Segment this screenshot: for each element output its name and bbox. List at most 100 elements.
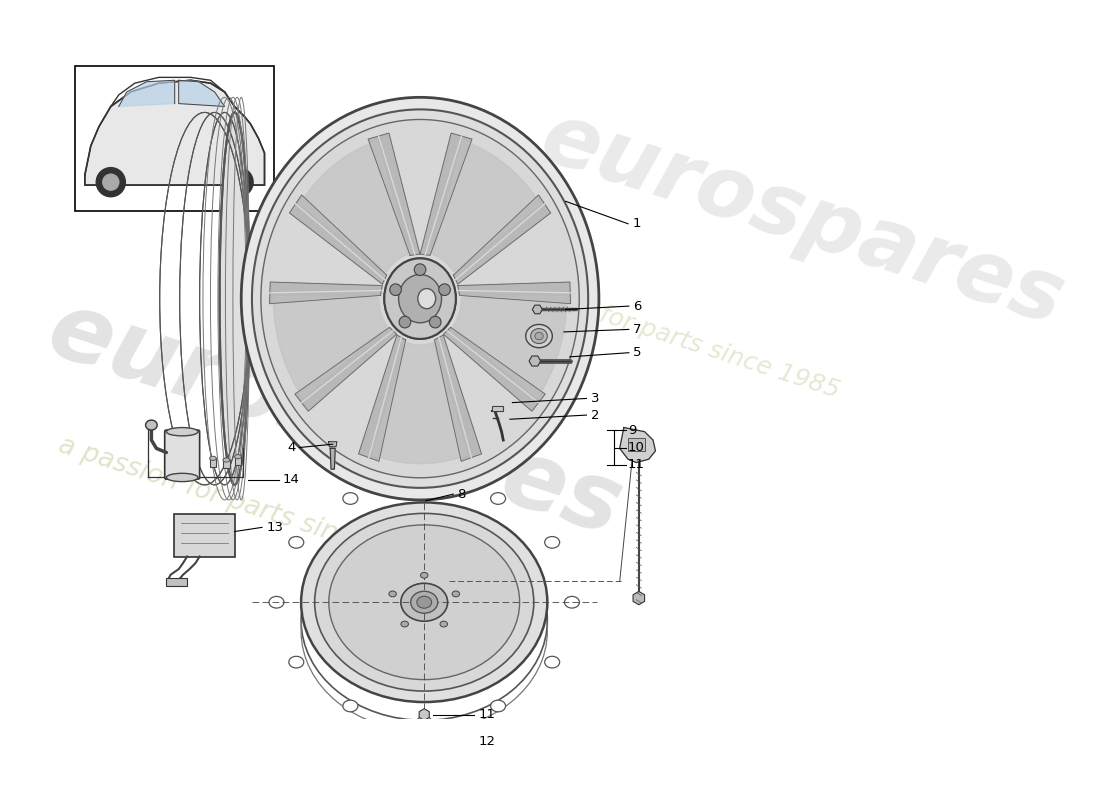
Ellipse shape (491, 700, 506, 712)
Polygon shape (619, 427, 656, 462)
Ellipse shape (429, 316, 441, 328)
Polygon shape (458, 282, 571, 304)
Bar (210, 458, 217, 466)
Polygon shape (289, 195, 387, 284)
Text: 10: 10 (628, 441, 645, 454)
FancyBboxPatch shape (174, 514, 235, 558)
Text: 11: 11 (628, 458, 645, 471)
Ellipse shape (400, 583, 448, 622)
Ellipse shape (439, 284, 450, 295)
Ellipse shape (289, 656, 304, 668)
Circle shape (224, 168, 253, 197)
Polygon shape (178, 80, 224, 106)
Text: 2: 2 (591, 409, 600, 422)
Ellipse shape (398, 274, 441, 322)
Polygon shape (329, 442, 337, 446)
Ellipse shape (417, 477, 431, 488)
Polygon shape (300, 141, 408, 272)
Polygon shape (368, 133, 420, 255)
Ellipse shape (535, 332, 543, 340)
Polygon shape (420, 133, 472, 255)
Circle shape (102, 174, 119, 190)
Text: 8: 8 (458, 488, 466, 501)
Text: 6: 6 (632, 300, 641, 313)
Ellipse shape (389, 284, 402, 295)
Text: eurospares: eurospares (530, 96, 1075, 343)
Bar (492, 406, 503, 411)
Text: 5: 5 (632, 346, 641, 359)
Ellipse shape (544, 537, 560, 548)
Ellipse shape (223, 458, 230, 462)
Bar (419, 735, 429, 742)
Bar (223, 460, 230, 468)
Ellipse shape (270, 597, 284, 608)
Ellipse shape (166, 427, 198, 436)
Text: 1: 1 (632, 218, 640, 230)
Text: 3: 3 (591, 392, 600, 405)
Ellipse shape (491, 493, 506, 504)
Text: 7: 7 (632, 323, 641, 336)
Ellipse shape (289, 537, 304, 548)
Ellipse shape (398, 274, 441, 322)
Ellipse shape (210, 456, 217, 461)
Ellipse shape (384, 258, 455, 339)
Text: 4: 4 (287, 441, 295, 454)
Ellipse shape (410, 591, 438, 614)
Ellipse shape (417, 596, 431, 608)
Circle shape (96, 168, 125, 197)
Ellipse shape (564, 597, 580, 608)
Ellipse shape (420, 572, 428, 578)
Ellipse shape (234, 454, 241, 458)
Text: a passion for parts since 1985: a passion for parts since 1985 (476, 263, 843, 402)
Circle shape (231, 174, 246, 190)
Ellipse shape (166, 474, 198, 482)
Polygon shape (330, 448, 336, 469)
Ellipse shape (315, 514, 534, 691)
Ellipse shape (399, 316, 410, 328)
Polygon shape (274, 296, 387, 398)
Bar (234, 457, 241, 465)
Text: eurospares: eurospares (36, 283, 634, 555)
Polygon shape (434, 335, 482, 462)
Ellipse shape (343, 700, 358, 712)
Ellipse shape (220, 113, 250, 485)
Ellipse shape (452, 591, 460, 597)
Ellipse shape (343, 493, 358, 504)
Ellipse shape (415, 264, 426, 275)
Text: 13: 13 (266, 521, 283, 534)
Ellipse shape (417, 716, 431, 728)
Text: 14: 14 (283, 474, 299, 486)
Polygon shape (432, 141, 540, 272)
Polygon shape (453, 296, 566, 398)
Polygon shape (453, 195, 551, 284)
FancyBboxPatch shape (165, 430, 199, 479)
Polygon shape (359, 335, 406, 462)
Bar (166, 578, 187, 586)
Ellipse shape (544, 656, 560, 668)
Ellipse shape (241, 98, 598, 500)
Text: 12: 12 (478, 735, 495, 749)
Ellipse shape (252, 110, 589, 488)
Ellipse shape (384, 258, 455, 339)
Ellipse shape (440, 621, 448, 627)
Polygon shape (443, 327, 546, 411)
Ellipse shape (301, 502, 548, 702)
Text: 11: 11 (478, 708, 495, 721)
Ellipse shape (526, 325, 552, 348)
Polygon shape (295, 327, 397, 411)
Polygon shape (119, 80, 175, 106)
Ellipse shape (418, 289, 436, 309)
Polygon shape (85, 80, 264, 185)
Bar (75, 66, 275, 211)
Ellipse shape (400, 621, 408, 627)
Ellipse shape (329, 525, 519, 679)
Text: 9: 9 (628, 423, 637, 437)
Bar (628, 438, 645, 451)
Ellipse shape (389, 591, 396, 597)
Polygon shape (373, 342, 468, 464)
Ellipse shape (145, 420, 157, 430)
Ellipse shape (261, 119, 580, 478)
Ellipse shape (530, 329, 548, 343)
Text: a passion for parts since 1985: a passion for parts since 1985 (55, 432, 442, 580)
Polygon shape (270, 282, 383, 304)
